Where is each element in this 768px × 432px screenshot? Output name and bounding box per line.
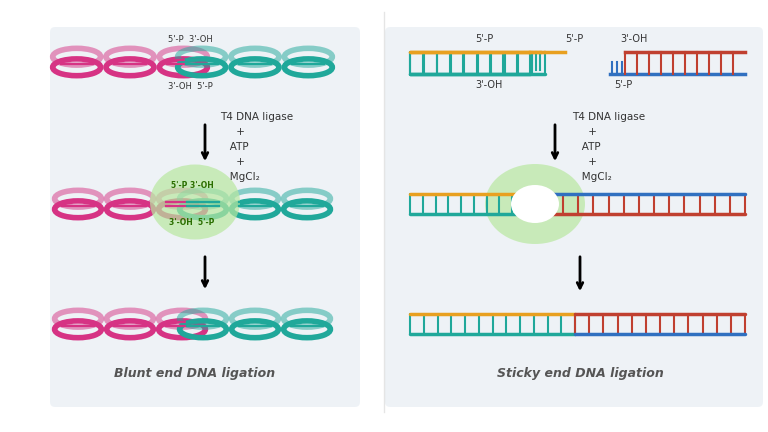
- Text: T4 DNA ligase
     +
   ATP
     +
   MgCl₂: T4 DNA ligase + ATP + MgCl₂: [572, 112, 645, 181]
- FancyBboxPatch shape: [50, 27, 360, 407]
- Text: Blunt end DNA ligation: Blunt end DNA ligation: [114, 367, 276, 380]
- Text: 3'-OH: 3'-OH: [475, 80, 502, 90]
- Text: 3'-OH: 3'-OH: [620, 34, 647, 44]
- Ellipse shape: [511, 185, 559, 223]
- Text: T4 DNA ligase
     +
   ATP
     +
   MgCl₂: T4 DNA ligase + ATP + MgCl₂: [220, 112, 293, 181]
- Ellipse shape: [150, 165, 240, 239]
- Text: 3'-OH  5'-P: 3'-OH 5'-P: [167, 82, 213, 91]
- Text: 5'-P 3'-OH: 5'-P 3'-OH: [170, 181, 214, 190]
- FancyBboxPatch shape: [385, 27, 763, 407]
- Text: 3'-OH  5'-P: 3'-OH 5'-P: [169, 218, 215, 227]
- Text: Sticky end DNA ligation: Sticky end DNA ligation: [497, 367, 664, 380]
- Text: 5'-P  3'-OH: 5'-P 3'-OH: [167, 35, 213, 44]
- Text: 5'-P: 5'-P: [475, 34, 493, 44]
- Text: 5'-P: 5'-P: [565, 34, 583, 44]
- Ellipse shape: [485, 164, 585, 244]
- Text: 5'-P: 5'-P: [614, 80, 632, 90]
